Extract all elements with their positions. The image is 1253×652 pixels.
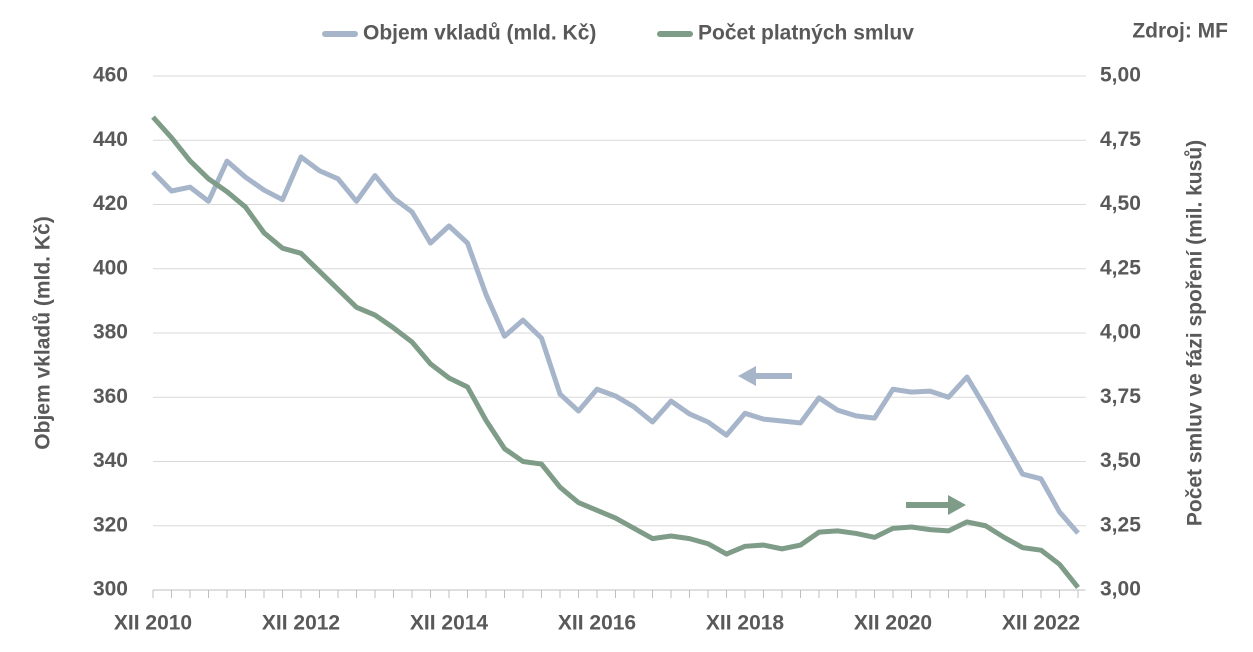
y2-axis-title: Počet smluv ve fázi spoření (mil. kusů)	[1184, 140, 1207, 526]
y-tick-label: 300	[93, 578, 128, 601]
y2-tick-label: 5,00	[1100, 64, 1141, 87]
y-tick-label: 360	[93, 385, 128, 408]
legend-label: Objem vkladů (mld. Kč)	[363, 22, 596, 45]
x-tick-label: XII 2016	[558, 612, 636, 635]
y-tick-label: 340	[93, 449, 128, 472]
y2-tick-label: 3,50	[1100, 449, 1141, 472]
y-tick-label: 440	[93, 128, 128, 151]
right-arrow	[906, 495, 966, 515]
x-tick-label: XII 2020	[854, 612, 932, 635]
y2-tick-label: 4,50	[1100, 192, 1141, 215]
y-tick-label: 380	[93, 321, 128, 344]
y2-tick-label: 3,75	[1100, 385, 1141, 408]
series-line	[151, 154, 1080, 535]
y2-tick-label: 4,25	[1100, 256, 1141, 279]
x-tick-label: XII 2018	[706, 612, 785, 635]
y-tick-label: 400	[93, 256, 128, 279]
y2-tick-label: 4,75	[1100, 128, 1141, 151]
y-axis-title: Objem vkladů (mld. Kč)	[32, 216, 55, 449]
left-arrow	[738, 366, 792, 386]
y2-tick-label: 3,00	[1100, 578, 1141, 601]
source: Zdroj: MF	[1132, 20, 1228, 43]
y2-tick-label: 4,00	[1100, 321, 1141, 344]
x-tick-label: XII 2022	[1002, 612, 1080, 635]
y2-tick-label: 3,25	[1100, 513, 1141, 536]
y-tick-label: 320	[93, 513, 128, 536]
x-tick-label: XII 2012	[262, 612, 340, 635]
y-tick-label: 420	[93, 192, 128, 215]
x-tick-label: XII 2014	[410, 612, 489, 635]
y-tick-label: 460	[93, 64, 128, 87]
x-tick-label: XII 2010	[114, 612, 192, 635]
legend-label: Počet platných smluv	[698, 22, 914, 45]
series-line	[151, 115, 1080, 589]
